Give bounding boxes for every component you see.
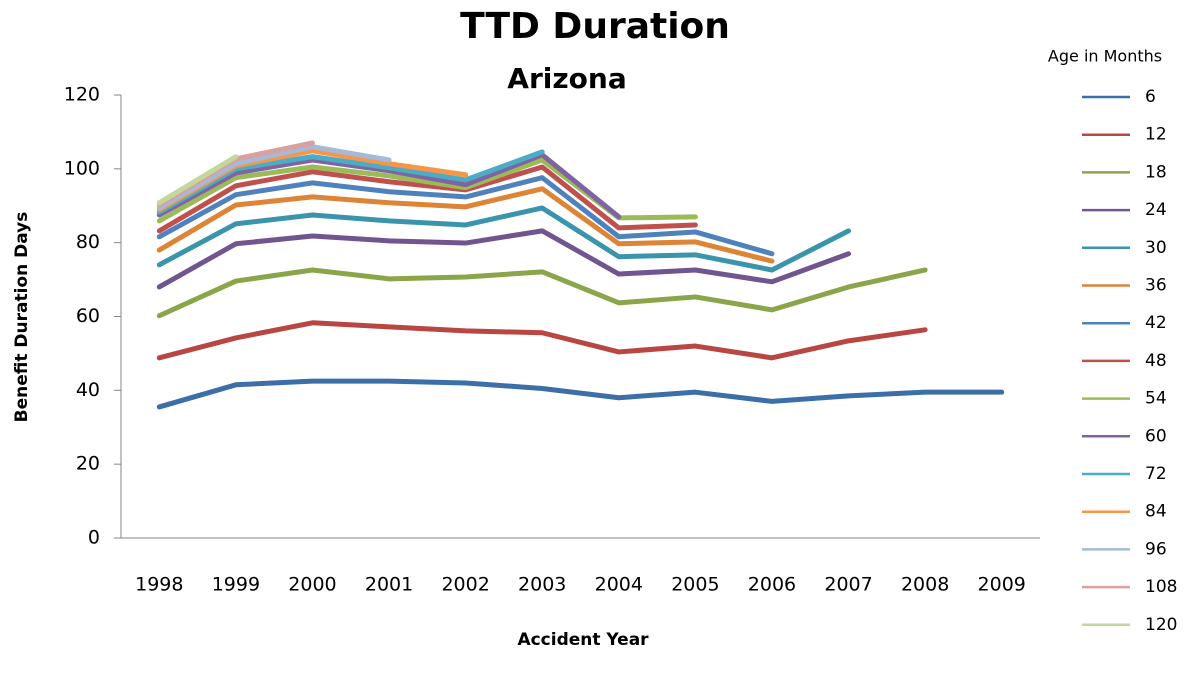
series-line	[156, 186, 775, 264]
legend-label: 12	[1145, 125, 1167, 145]
legend-label: 54	[1145, 389, 1167, 409]
y-tick-label: 80	[76, 231, 100, 253]
series-line	[156, 152, 622, 220]
x-axis-label: Accident Year	[517, 630, 649, 650]
legend-label: 96	[1145, 539, 1167, 559]
y-tick-label: 20	[76, 453, 100, 475]
x-tick-label: 2006	[748, 574, 796, 596]
legend-label: 36	[1145, 276, 1167, 296]
series-line	[156, 205, 852, 273]
x-tick-label: 2005	[671, 574, 719, 596]
x-tick-label: 2009	[978, 574, 1026, 596]
x-tick-label: 2000	[288, 574, 336, 596]
series-line	[156, 144, 392, 211]
legend-label: 18	[1145, 162, 1167, 182]
series-line	[156, 154, 239, 206]
x-tick-label: 1998	[135, 574, 183, 596]
y-tick-label: 40	[76, 379, 100, 401]
series-line	[156, 164, 698, 234]
legend-label: 30	[1145, 238, 1167, 258]
legend-label: 60	[1145, 426, 1167, 446]
y-tick-label: 60	[76, 305, 100, 327]
series-line	[156, 228, 852, 290]
y-axis-label: Benefit Duration Days	[12, 212, 32, 423]
x-tick-label: 2007	[824, 574, 872, 596]
x-tick-label: 2001	[365, 574, 413, 596]
x-tick-label: 2004	[595, 574, 643, 596]
legend-label: 42	[1145, 313, 1167, 333]
x-tick-label: 2003	[518, 574, 566, 596]
legend-label: 6	[1145, 87, 1156, 107]
legend-label: 120	[1145, 615, 1177, 635]
legend-label: 24	[1145, 200, 1167, 220]
y-tick-label: 0	[88, 527, 100, 549]
x-tick-label: 2002	[441, 574, 489, 596]
series-line	[156, 320, 928, 361]
series-line	[156, 175, 775, 257]
y-tick-label: 100	[64, 157, 100, 179]
x-tick-label: 2008	[901, 574, 949, 596]
y-tick-label: 120	[64, 84, 100, 106]
chart-title: TTD Duration	[460, 6, 730, 47]
series-line	[156, 267, 928, 319]
legend-title: Age in Months	[1048, 47, 1162, 66]
legend-label: 72	[1145, 464, 1167, 484]
x-tick-label: 1999	[212, 574, 260, 596]
legend-label: 108	[1145, 577, 1177, 597]
chart-subtitle: Arizona	[507, 62, 626, 95]
legend-label: 48	[1145, 351, 1167, 371]
series-line	[156, 378, 1005, 410]
legend-label: 84	[1145, 502, 1167, 522]
